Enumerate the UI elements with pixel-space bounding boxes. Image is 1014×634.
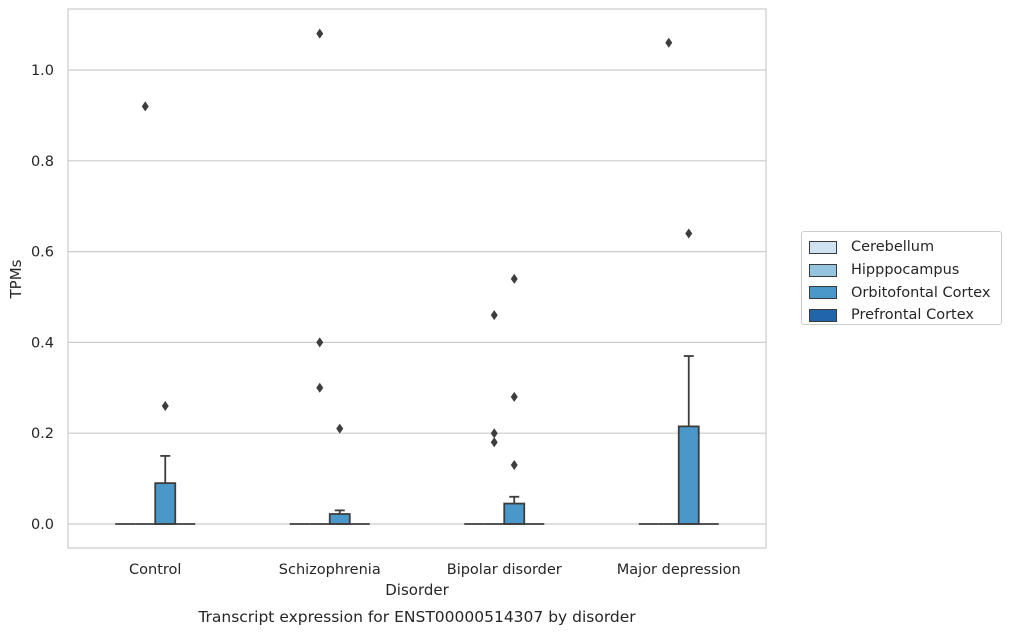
x-tick-labels: Control Schizophrenia Bipolar disorder Majo… bbox=[129, 562, 741, 578]
outlier-point bbox=[336, 423, 344, 434]
y-tick-label: 0.8 bbox=[31, 154, 54, 170]
x-tick-label: Bipolar disorder bbox=[447, 562, 562, 578]
legend-label: Orbitofontal Cortex bbox=[851, 284, 991, 301]
box-orbitofontal-cortex bbox=[503, 273, 526, 525]
y-axis-label: TPMs bbox=[7, 259, 25, 299]
x-tick-label: Control bbox=[129, 562, 181, 578]
y-tick-label: 0.6 bbox=[31, 245, 54, 261]
gridlines bbox=[68, 69, 766, 525]
outlier-point bbox=[490, 428, 498, 439]
box-body bbox=[154, 482, 177, 525]
outlier-point bbox=[510, 391, 518, 402]
box-hipppocampus bbox=[658, 37, 679, 525]
box-hipppocampus bbox=[309, 28, 330, 525]
box-orbitofontal-cortex bbox=[154, 400, 177, 525]
outlier-point bbox=[490, 310, 498, 321]
legend-swatch bbox=[809, 263, 837, 277]
legend-item: Hipppocampus bbox=[809, 259, 1001, 282]
outlier-point bbox=[316, 28, 324, 39]
legend-swatch bbox=[809, 308, 837, 322]
outlier-point bbox=[490, 437, 498, 448]
box-orbitofontal-cortex bbox=[677, 228, 700, 525]
legend-label: Hipppocampus bbox=[851, 262, 960, 279]
y-tick-label: 0.4 bbox=[31, 335, 54, 351]
box-marks bbox=[115, 28, 719, 525]
box-body bbox=[677, 425, 700, 525]
x-tick-label: Schizophrenia bbox=[279, 562, 381, 578]
y-tick-label: 0.0 bbox=[31, 517, 54, 533]
outlier-point bbox=[316, 382, 324, 393]
box-orbitofontal-cortex bbox=[328, 423, 351, 525]
legend-swatch bbox=[809, 240, 837, 254]
box-hipppocampus bbox=[484, 310, 505, 525]
legend-label: Cerebellum bbox=[851, 239, 935, 256]
box-hipppocampus bbox=[135, 101, 156, 525]
outlier-point bbox=[510, 273, 518, 284]
outlier-point bbox=[685, 228, 693, 239]
box-body bbox=[328, 513, 351, 525]
x-axis-label: Disorder bbox=[385, 581, 449, 599]
plot-area-frame bbox=[67, 8, 767, 549]
outlier-point bbox=[161, 400, 169, 411]
outlier-point bbox=[665, 37, 673, 48]
y-tick-label: 1.0 bbox=[31, 63, 54, 79]
legend-item: Orbitofontal Cortex bbox=[809, 281, 1001, 304]
outlier-point bbox=[316, 337, 324, 348]
y-tick-labels: 0.0 0.2 0.4 0.6 0.8 1.0 bbox=[31, 63, 54, 533]
legend-label: Prefrontal Cortex bbox=[851, 307, 974, 324]
chart-caption: Transcript expression for ENST0000051430… bbox=[197, 608, 636, 626]
legend: Cerebellum Hipppocampus Orbitofontal Corte… bbox=[801, 231, 1002, 325]
legend-item: Cerebellum bbox=[809, 236, 1001, 259]
legend-swatch bbox=[809, 286, 837, 300]
outlier-point bbox=[510, 459, 518, 470]
legend-item: Prefrontal Cortex bbox=[809, 304, 1001, 327]
x-tick-label: Major depression bbox=[617, 562, 741, 578]
outlier-point bbox=[141, 101, 149, 112]
box-body bbox=[503, 502, 526, 525]
y-tick-label: 0.2 bbox=[31, 426, 54, 442]
